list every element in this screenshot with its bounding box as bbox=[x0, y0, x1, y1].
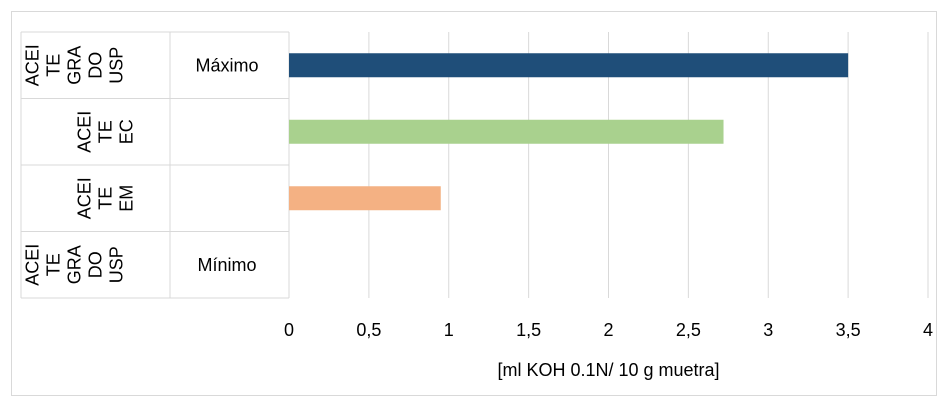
x-tick-label: 2 bbox=[603, 320, 613, 340]
category-group-label: TE bbox=[95, 120, 115, 143]
category-group-label: DO bbox=[85, 251, 105, 278]
bar bbox=[289, 186, 441, 211]
category-group-label: ACEI bbox=[74, 177, 94, 219]
category-group-label: ACEI bbox=[22, 244, 42, 286]
bar bbox=[289, 53, 849, 78]
x-tick-label: 2,5 bbox=[676, 320, 701, 340]
x-tick-label: 1 bbox=[444, 320, 454, 340]
category-group-label: GRA bbox=[64, 245, 84, 284]
category-group-label: DO bbox=[85, 52, 105, 79]
category-group-label: TE bbox=[43, 54, 63, 77]
category-group-label: TE bbox=[43, 253, 63, 276]
category-group-label: EC bbox=[116, 119, 136, 144]
x-axis-label: [ml KOH 0.1N/ 10 g muetra] bbox=[497, 360, 719, 380]
x-tick-label: 0 bbox=[284, 320, 294, 340]
x-tick-label: 1,5 bbox=[516, 320, 541, 340]
x-tick-label: 0,5 bbox=[356, 320, 381, 340]
category-group-label: USP bbox=[106, 47, 126, 84]
x-tick-label: 3,5 bbox=[836, 320, 861, 340]
category-group-label: ACEI bbox=[74, 111, 94, 153]
category-group-label: GRA bbox=[64, 46, 84, 85]
category-group-label: TE bbox=[95, 187, 115, 210]
category-label: Máximo bbox=[195, 55, 258, 75]
bar bbox=[289, 119, 724, 144]
x-tick-label: 4 bbox=[923, 320, 933, 340]
category-group-label: ACEI bbox=[22, 44, 42, 86]
category-group-label: EM bbox=[116, 185, 136, 212]
category-label: Mínimo bbox=[197, 255, 256, 275]
x-tick-label: 3 bbox=[763, 320, 773, 340]
category-group-label: USP bbox=[106, 246, 126, 283]
